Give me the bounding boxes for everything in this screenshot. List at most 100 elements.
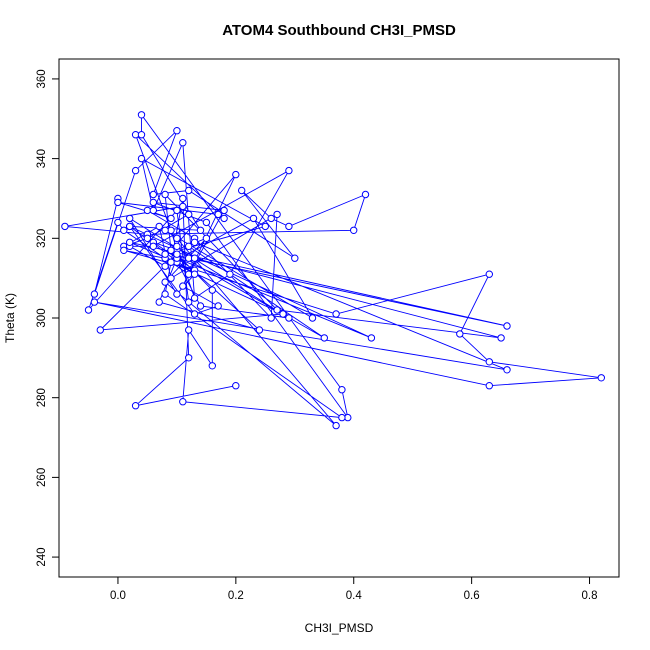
- data-point: [179, 139, 187, 147]
- data-point: [185, 298, 193, 306]
- data-point: [126, 214, 134, 223]
- y-tick-label: 320: [36, 229, 48, 248]
- data-point: [503, 322, 511, 330]
- data-point: [338, 386, 346, 394]
- y-axis: 240 260 280 300 320 340 360: [36, 69, 59, 567]
- data-point: [149, 242, 158, 251]
- data-point: [190, 310, 199, 318]
- data-point: [267, 214, 275, 223]
- data-point: [338, 413, 346, 422]
- data-point: [238, 186, 246, 195]
- data-point: [320, 334, 328, 342]
- data-point: [208, 362, 217, 370]
- data-series: [61, 111, 605, 430]
- data-point: [167, 246, 175, 255]
- data-point: [214, 210, 222, 219]
- data-point: [202, 218, 211, 227]
- data-point: [220, 206, 228, 215]
- data-point: [190, 254, 199, 262]
- data-point: [179, 398, 187, 406]
- data-point: [179, 194, 187, 203]
- data-point: [350, 226, 358, 235]
- chart-title: ATOM4 Southbound CH3I_PMSD: [222, 22, 456, 39]
- data-point: [485, 270, 493, 278]
- data-point: [167, 214, 175, 223]
- data-point: [61, 222, 69, 231]
- data-point: [90, 290, 99, 298]
- y-tick-label: 340: [36, 149, 48, 168]
- data-point: [137, 111, 146, 119]
- data-point: [185, 326, 193, 334]
- series-line: [64, 113, 602, 426]
- data-point: [503, 366, 511, 374]
- y-tick-label: 280: [36, 388, 48, 407]
- data-point: [597, 374, 605, 382]
- data-point: [173, 290, 181, 298]
- x-tick-label: 0.6: [464, 590, 480, 602]
- data-point: [161, 250, 169, 258]
- y-tick-label: 260: [36, 468, 48, 487]
- data-point: [167, 258, 175, 266]
- data-point: [361, 190, 370, 199]
- data-point: [161, 226, 169, 235]
- data-point: [261, 222, 269, 231]
- data-point: [232, 170, 240, 179]
- data-point: [332, 421, 340, 430]
- x-axis: 0.0 0.2 0.4 0.6 0.8: [110, 577, 598, 602]
- data-point: [137, 154, 146, 163]
- data-point: [308, 314, 317, 322]
- data-point: [143, 234, 152, 243]
- data-point: [232, 382, 240, 390]
- data-point: [285, 222, 293, 231]
- data-point: [120, 226, 128, 235]
- data-point: [291, 254, 299, 262]
- data-point: [137, 131, 146, 139]
- data-point: [185, 186, 193, 195]
- data-point: [155, 298, 163, 306]
- data-point: [173, 242, 181, 251]
- data-point: [126, 222, 134, 231]
- x-tick-label: 0.8: [582, 590, 598, 602]
- data-point: [196, 226, 205, 235]
- data-point: [149, 198, 158, 207]
- data-point: [185, 354, 193, 362]
- x-tick-label: 0.4: [346, 590, 363, 602]
- data-point: [155, 222, 163, 231]
- data-point: [202, 234, 211, 243]
- data-point: [84, 306, 93, 314]
- data-point: [90, 298, 99, 306]
- data-point: [220, 214, 228, 223]
- data-point: [190, 294, 199, 302]
- data-point: [185, 210, 193, 219]
- data-point: [161, 290, 169, 298]
- data-point: [196, 302, 205, 310]
- data-point: [185, 242, 193, 251]
- data-point: [161, 190, 169, 199]
- data-point: [456, 330, 464, 338]
- data-point: [161, 278, 169, 286]
- data-point: [332, 310, 340, 318]
- data-point: [179, 282, 187, 290]
- data-point: [485, 358, 493, 366]
- data-point: [149, 190, 158, 199]
- data-point: [126, 238, 134, 247]
- data-point: [167, 274, 175, 282]
- data-point: [485, 382, 493, 390]
- data-point: [190, 238, 199, 247]
- y-axis-label: Theta (K): [3, 293, 17, 343]
- data-point: [131, 402, 140, 410]
- y-tick-label: 300: [36, 308, 48, 327]
- data-point: [173, 206, 181, 215]
- data-point: [131, 166, 140, 175]
- x-tick-label: 0.2: [228, 590, 244, 602]
- data-point: [114, 218, 122, 227]
- data-point: [226, 270, 234, 278]
- data-point: [249, 214, 258, 223]
- data-point: [273, 306, 281, 314]
- data-point: [255, 326, 264, 334]
- data-point: [120, 246, 128, 255]
- data-point: [173, 250, 181, 258]
- data-point: [149, 206, 158, 215]
- data-point: [285, 166, 293, 175]
